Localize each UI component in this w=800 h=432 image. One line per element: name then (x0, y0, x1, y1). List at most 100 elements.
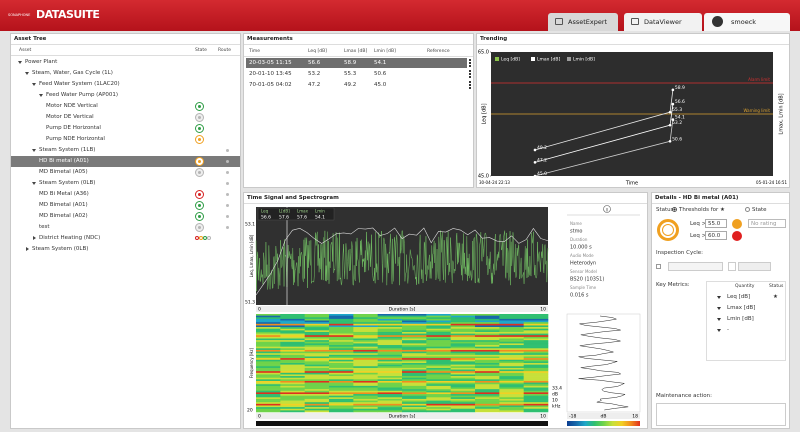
spectrogram-cell (329, 363, 354, 365)
tree-row[interactable]: test (11, 222, 240, 233)
spectrogram-cell (499, 336, 524, 339)
spectrogram-cell (329, 348, 354, 351)
tree-row[interactable]: Motor NDE Vertical (11, 101, 240, 112)
input-box[interactable] (668, 262, 723, 271)
spectrogram-cell (256, 382, 281, 385)
info-label: Audio Mode (570, 253, 594, 258)
spectrogram-cell (499, 331, 524, 334)
spectrogram-cell (426, 374, 451, 377)
spectrogram-cell (426, 353, 451, 356)
panel-title: Asset Tree (14, 36, 47, 42)
spectrogram-cell (426, 366, 451, 369)
cell: 58.9 (344, 60, 357, 66)
spectrogram-cell (402, 348, 427, 351)
measurement-row[interactable]: 20-01-10 13:45 53.2 55.3 50.6 (246, 69, 467, 79)
spectrogram-cell (377, 314, 403, 316)
panel-title: Details - HD Bi metal (A01) (655, 195, 739, 201)
spectrogram-cell (426, 364, 451, 367)
metric-arrow (717, 307, 721, 310)
expander[interactable] (32, 236, 37, 241)
tab[interactable]: DataViewer (624, 13, 702, 31)
tree-row[interactable]: MD Bimetal (A01) (11, 200, 240, 211)
spectrogram-cell (402, 333, 427, 336)
tree-row[interactable]: MD Bimetal (A05) (11, 167, 240, 178)
spectrogram-cell (402, 314, 427, 316)
spectrogram-cell (475, 395, 500, 398)
threshold-input[interactable]: 60.0 (705, 231, 727, 240)
spectrogram-cell (256, 390, 281, 393)
spectrogram-cell (280, 407, 305, 410)
spectrogram-cell (402, 328, 427, 331)
threshold-input[interactable]: 55.0 (705, 219, 727, 228)
spectrogram-cell (256, 330, 281, 333)
spectrogram-cell (329, 369, 354, 372)
tree-row[interactable]: MD Bi Metal (A36) (11, 189, 240, 200)
maintenance-textarea[interactable] (656, 403, 786, 426)
cell: 54.1 (374, 60, 387, 66)
tree-row[interactable]: Steam, Water, Gas Cycle (1L) (11, 68, 240, 79)
spectrogram-cell (353, 403, 378, 406)
tree-row[interactable]: Feed Water Pump (AP001) (11, 90, 240, 101)
spectrogram-cell (280, 335, 305, 338)
spectrogram-cell (523, 325, 549, 328)
spectrogram-cell (402, 408, 427, 411)
spectrogram-cell (523, 395, 549, 398)
spectrogram-cell (353, 322, 378, 325)
spectrogram-cell (450, 380, 476, 383)
expander[interactable] (25, 71, 30, 76)
spectrogram-cell (304, 346, 330, 349)
tree-row[interactable]: District Heating (NDC) (11, 233, 240, 244)
expander[interactable] (32, 148, 37, 153)
input-box[interactable] (728, 262, 736, 271)
expander[interactable] (32, 181, 37, 186)
tree-row[interactable]: Pump NDE Horizontal (11, 134, 240, 145)
expander[interactable] (18, 60, 23, 65)
measurement-row[interactable]: 70-01-05 04:02 47.2 49.2 45.0 (246, 80, 467, 90)
column-header: Asset (19, 48, 32, 53)
spectrogram-cell (402, 403, 427, 406)
spectrogram-cell (304, 348, 330, 351)
spectrogram-cell (353, 336, 378, 339)
tree-row[interactable]: MD Bimetal (A02) (11, 211, 240, 222)
tree-row[interactable]: Steam System (1LB) (11, 145, 240, 156)
tree-row[interactable]: Power Plant (11, 57, 240, 68)
waveform (255, 230, 549, 292)
spectrogram-cell (475, 343, 500, 346)
spectrogram-cell (499, 392, 524, 395)
spectrogram-cell (329, 389, 354, 392)
spectrogram-cell (426, 385, 451, 388)
expander[interactable] (25, 247, 30, 252)
checkbox[interactable] (656, 264, 661, 269)
radio[interactable] (745, 207, 750, 212)
spectrogram-cell (523, 340, 549, 343)
tree-row[interactable]: HD Bi metal (A01) (11, 156, 240, 167)
spectrogram-cell (256, 384, 281, 387)
expander[interactable] (39, 93, 44, 98)
spectrogram-cell (304, 358, 330, 361)
user-menu[interactable]: smoeck (704, 13, 790, 31)
spectrogram-cell (426, 333, 451, 336)
legend-swatch (495, 57, 499, 61)
tab[interactable]: AssetExpert (548, 13, 618, 31)
spectrogram-cell (450, 389, 476, 392)
spectrogram-cell (256, 392, 281, 395)
spectrogram-cell (256, 338, 281, 341)
spectrogram-cell (523, 408, 549, 411)
dropdown[interactable] (738, 262, 771, 271)
spectrogram-cell (304, 397, 330, 400)
tree-row[interactable]: Pump DE Horizontal (11, 123, 240, 134)
measurement-row[interactable]: 20-03-05 11:15 56.6 58.9 54.1 (246, 58, 467, 68)
tree-row[interactable]: Motor DE Vertical (11, 112, 240, 123)
expander[interactable] (32, 82, 37, 87)
spectrogram-cell (353, 335, 378, 338)
tree-row[interactable]: Steam System (0LB) (11, 178, 240, 189)
spectrogram-cell (499, 356, 524, 359)
radio[interactable] (672, 207, 677, 212)
tree-row[interactable]: Steam System (0LB) (11, 244, 240, 255)
spectrogram-cell (304, 389, 330, 392)
rating-dropdown[interactable]: No rating (748, 219, 786, 228)
spectrogram-cell (304, 333, 330, 336)
spectrogram-cell (353, 323, 378, 326)
tree-row[interactable]: Feed Water System (1LAC20) (11, 79, 240, 90)
spectrogram-cell (280, 364, 305, 367)
